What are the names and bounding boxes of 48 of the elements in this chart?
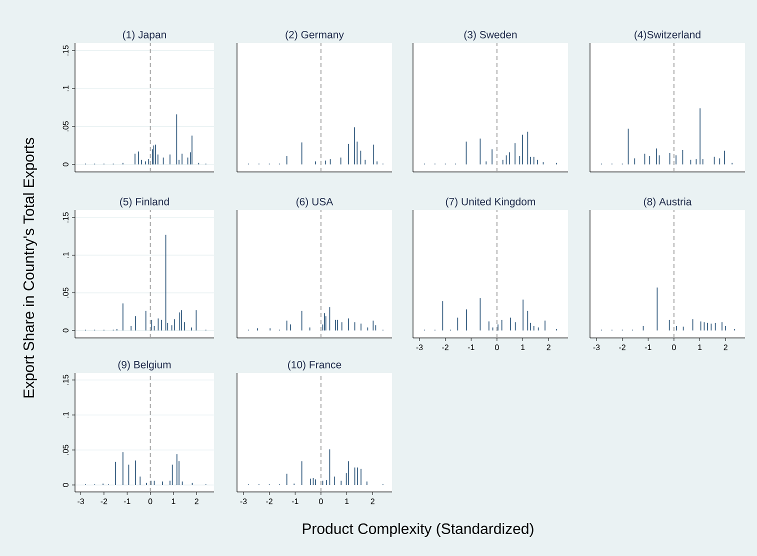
x-tick-label: -2: [100, 498, 108, 504]
x-tick-label: -2: [619, 344, 626, 350]
y-tick-label: 0: [62, 328, 68, 332]
x-tick-label: -1: [292, 498, 298, 504]
chart-title: (1) Japan: [122, 30, 166, 40]
chart-title: (4)Switzerland: [634, 30, 700, 40]
x-axis-title: Product Complexity (Standardized): [302, 522, 534, 537]
x-tick-label: 1: [521, 344, 525, 350]
x-tick-label: 1: [345, 498, 349, 504]
chart-title: (3) Sweden: [464, 30, 517, 40]
chart-title: (2) Germany: [286, 30, 344, 40]
y-tick-label: .1: [62, 412, 68, 418]
y-tick-label: 0: [62, 483, 68, 487]
chart-title: (6) USA: [296, 198, 334, 208]
x-tick-label: -3: [240, 498, 247, 504]
x-tick-label: 0: [319, 498, 323, 504]
y-tick-label: .15: [62, 45, 68, 56]
x-tick-label: 2: [724, 344, 728, 350]
x-tick-label: -2: [442, 344, 448, 350]
y-tick-label: .15: [62, 374, 68, 385]
y-tick-label: .05: [62, 288, 68, 298]
chart-title: (10) France: [288, 360, 342, 370]
chart-title: (7) United Kingdom: [446, 198, 536, 208]
x-tick-label: 0: [672, 344, 676, 350]
x-tick-label: 1: [698, 344, 702, 350]
x-tick-label: 0: [148, 498, 152, 504]
chart-title: (5) Finland: [120, 198, 169, 208]
y-tick-label: .05: [62, 121, 68, 132]
x-tick-label: -3: [593, 344, 600, 350]
x-tick-label: -2: [266, 498, 272, 504]
x-tick-label: 2: [370, 498, 374, 504]
x-tick-label: -1: [644, 344, 652, 350]
x-tick-label: -3: [78, 498, 84, 504]
x-tick-label: 0: [495, 344, 499, 350]
x-tick-label: -1: [468, 344, 474, 350]
y-tick-label: 0: [62, 162, 68, 166]
x-tick-label: 2: [546, 344, 550, 350]
x-tick-label: -3: [416, 344, 423, 350]
y-tick-label: .1: [62, 86, 68, 92]
x-tick-label: 1: [172, 498, 176, 504]
y-tick-label: .15: [62, 212, 68, 222]
x-tick-label: -1: [124, 498, 130, 504]
chart-title: (9) Belgium: [118, 360, 171, 370]
y-tick-label: .1: [62, 252, 68, 258]
y-tick-label: .05: [62, 444, 68, 455]
y-axis-title: Export Share in Country's Total Exports: [23, 138, 37, 398]
x-tick-label: 2: [194, 498, 198, 504]
chart-title: (8) Austria: [644, 198, 692, 208]
